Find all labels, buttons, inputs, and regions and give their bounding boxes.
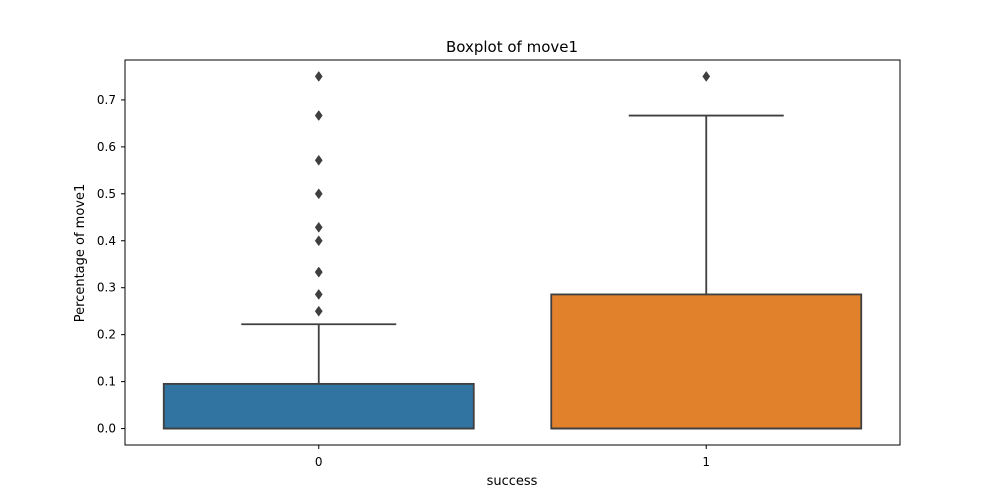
outlier-point: [314, 110, 323, 121]
y-tick-label: 0.1: [97, 375, 116, 389]
box-0: [162, 382, 475, 430]
axes-layer: 0.0 0.1 0.2 0.3 0.4 0.5 0.6 0.7 0 1: [97, 59, 901, 469]
boxes-layer: [162, 71, 863, 430]
y-tick-label: 0.3: [97, 281, 116, 295]
y-tick-label: 0.0: [97, 422, 116, 436]
outlier-point: [314, 188, 323, 200]
y-tick-label: 0.6: [97, 140, 116, 154]
outlier-point: [314, 266, 323, 278]
outlier-point: [314, 71, 323, 82]
x-tick-label: 0: [315, 455, 323, 469]
y-tick-label: 0.7: [97, 93, 116, 107]
outlier-point: [702, 71, 711, 82]
box-group-0: [162, 71, 475, 430]
box-1: [550, 293, 863, 430]
y-tick-label: 0.4: [97, 234, 116, 248]
y-tick-label: 0.2: [97, 328, 116, 342]
outlier-point: [314, 221, 323, 233]
outlier-point: [314, 154, 323, 166]
outlier-point: [314, 305, 323, 317]
outlier-point: [314, 288, 323, 300]
outlier-point: [314, 235, 323, 247]
y-tick-label: 0.5: [97, 187, 116, 201]
box-group-1: [550, 71, 863, 430]
y-axis-label: Percentage of move1: [73, 184, 88, 323]
chart-title: Boxplot of move1: [446, 38, 578, 56]
plot-frame: [124, 59, 901, 446]
x-tick-label: 1: [702, 455, 710, 469]
x-axis-label: success: [487, 474, 538, 489]
